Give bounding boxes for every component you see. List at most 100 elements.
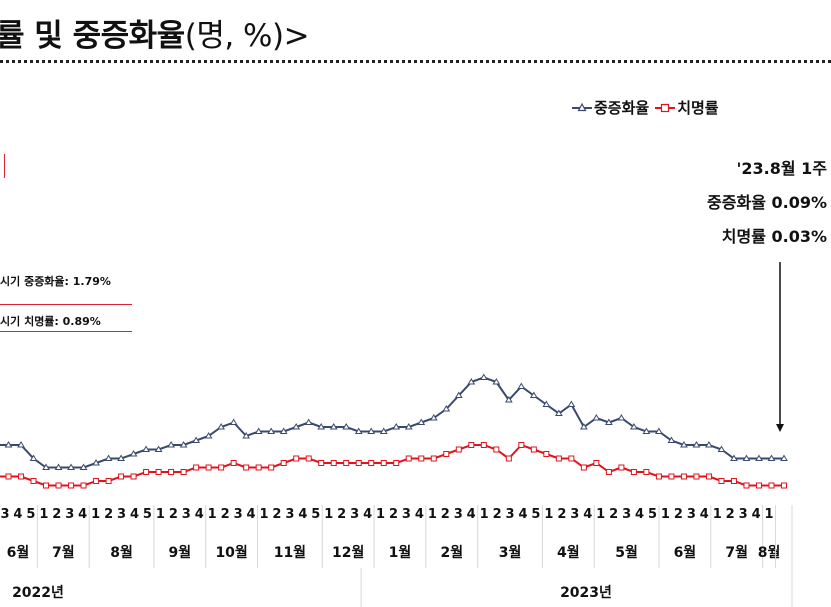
week-tick-label: 1 xyxy=(544,507,553,522)
fatal-point xyxy=(355,460,362,466)
severe-point xyxy=(167,441,175,448)
severe-point xyxy=(217,423,226,430)
week-tick-label: 5 xyxy=(648,507,657,522)
annotation-week: '23.8월 1주 xyxy=(736,159,827,178)
fatal-point xyxy=(580,464,587,471)
fatal-point xyxy=(368,460,375,466)
week-tick-label: 3 xyxy=(285,507,294,522)
severe-point xyxy=(29,454,38,461)
fatal-point xyxy=(755,482,762,489)
week-tick-label: 3 xyxy=(65,507,74,522)
fatal-point xyxy=(18,473,25,480)
week-tick-label: 1 xyxy=(661,507,670,522)
fatal-point xyxy=(680,473,687,480)
month-label: 11월 xyxy=(274,544,306,561)
fatal-point xyxy=(68,482,75,489)
severe-point xyxy=(429,414,438,421)
week-tick-label: 2 xyxy=(221,507,230,522)
fatal-point xyxy=(180,469,187,475)
fatal-point xyxy=(118,473,125,480)
fatal-point xyxy=(305,455,312,462)
fatal-point xyxy=(343,460,350,466)
week-tick-label: 3 xyxy=(570,507,579,522)
severe-point xyxy=(630,423,638,430)
legend-item-fatal: 치명률 xyxy=(655,97,719,118)
week-tick-label: 4 xyxy=(518,507,527,522)
month-label: 10월 xyxy=(215,544,247,561)
fatal-point xyxy=(168,469,175,475)
week-tick-label: 5 xyxy=(311,507,320,522)
severe-point xyxy=(404,423,413,430)
fatal-point xyxy=(193,464,200,471)
severe-point xyxy=(42,463,50,470)
fatal-point xyxy=(280,460,287,466)
severe-point xyxy=(529,391,538,398)
severe-point xyxy=(242,432,251,439)
fatal-point xyxy=(480,442,487,448)
severe-point xyxy=(192,436,201,443)
severe-point xyxy=(379,427,388,434)
chart-legend: 중증화율 치명률 xyxy=(572,97,725,118)
callout-box-edge xyxy=(0,154,5,178)
severe-point xyxy=(479,373,488,380)
fatal-point xyxy=(105,478,112,484)
week-tick-label: 3 xyxy=(739,507,748,522)
severe-point xyxy=(667,436,676,443)
week-tick-label: 1 xyxy=(156,507,165,522)
fatal-point xyxy=(55,482,62,489)
severe-point xyxy=(467,378,476,385)
severe-point xyxy=(142,445,150,452)
month-label: 7월 xyxy=(725,544,748,561)
chart-title: 률 및 중증화율(명, %)> xyxy=(0,10,310,55)
severe-point xyxy=(254,427,263,434)
fatal-point xyxy=(468,442,475,448)
severe-point xyxy=(267,427,276,434)
week-tick-label: 1 xyxy=(91,507,100,522)
fatal-point xyxy=(518,442,525,448)
severe-point xyxy=(4,441,13,448)
title-divider xyxy=(0,60,831,63)
severe-point xyxy=(579,423,588,430)
severe-point xyxy=(17,441,25,448)
latest-annotation: '23.8월 1주 중증화율 0.09% 치명률 0.03% xyxy=(707,152,827,254)
fatal-point xyxy=(255,464,262,471)
week-tick-label: 1 xyxy=(259,507,268,522)
week-tick-label: 3 xyxy=(622,507,631,522)
severe-point xyxy=(204,432,213,439)
year-label: 2022년 xyxy=(12,585,64,601)
week-tick-label: 1 xyxy=(208,507,217,522)
severe-point xyxy=(342,423,351,430)
fatal-point xyxy=(80,482,87,489)
week-tick-label: 1 xyxy=(596,507,605,522)
severe-point xyxy=(442,405,451,412)
fatal-point xyxy=(393,460,400,466)
fatal-point xyxy=(93,478,100,484)
week-tick-label: 4 xyxy=(583,507,592,522)
month-label: 9월 xyxy=(169,544,192,561)
callout-fatal-rate: 시기 치명률: 0.89% xyxy=(0,315,101,328)
month-label: 6월 xyxy=(7,544,30,561)
legend-item-severe: 중증화율 xyxy=(572,97,649,118)
legend-line-triangle-icon xyxy=(572,102,592,111)
week-tick-label: 4 xyxy=(467,507,476,522)
fatal-point xyxy=(418,455,425,462)
severe-point xyxy=(154,445,163,452)
week-tick-label: 2 xyxy=(389,507,398,522)
fatal-point xyxy=(643,469,650,475)
severe-point xyxy=(354,427,363,434)
fatal-point xyxy=(5,473,12,480)
week-tick-label: 5 xyxy=(26,507,35,522)
severe-point xyxy=(67,463,75,470)
severe-point xyxy=(54,463,63,470)
fatal-point xyxy=(430,455,437,462)
week-tick-label: 4 xyxy=(700,507,709,522)
fatal-point xyxy=(630,469,637,475)
week-tick-label: 3 xyxy=(234,507,243,522)
title-main: 률 및 중증화율 xyxy=(0,18,185,54)
week-tick-label: 4 xyxy=(415,507,424,522)
week-tick-label: 3 xyxy=(506,507,515,522)
week-tick-label: 2 xyxy=(441,507,450,522)
week-tick-label: 3 xyxy=(402,507,411,522)
week-tick-label: 1 xyxy=(376,507,385,522)
month-label: 8월 xyxy=(758,544,781,561)
